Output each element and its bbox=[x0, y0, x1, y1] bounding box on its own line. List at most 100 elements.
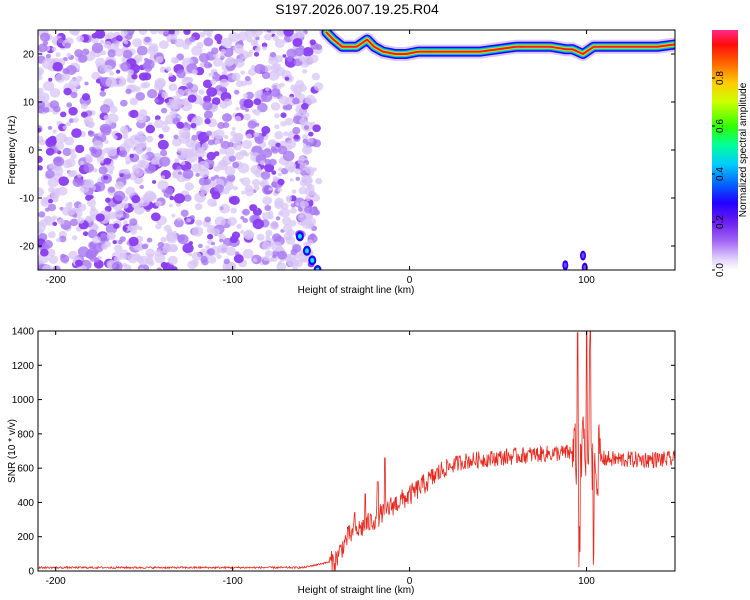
noise-speckle bbox=[272, 148, 279, 154]
noise-speckle bbox=[243, 113, 251, 121]
noise-speckle bbox=[265, 87, 270, 92]
noise-speckle bbox=[261, 126, 271, 135]
noise-speckle bbox=[272, 35, 279, 42]
noise-speckle bbox=[289, 220, 297, 227]
noise-speckle bbox=[113, 223, 120, 229]
noise-speckle bbox=[245, 91, 254, 100]
noise-speckle bbox=[190, 122, 197, 129]
noise-speckle bbox=[99, 39, 105, 45]
noise-speckle bbox=[51, 47, 57, 52]
noise-speckle bbox=[173, 134, 179, 140]
noise-speckle bbox=[283, 131, 289, 137]
noise-speckle bbox=[120, 30, 128, 37]
noise-speckle bbox=[190, 215, 195, 220]
noise-speckle bbox=[304, 148, 310, 154]
noise-speckle bbox=[57, 38, 64, 44]
noise-speckle bbox=[93, 242, 104, 253]
noise-speckle bbox=[38, 43, 48, 53]
streak-core bbox=[297, 233, 302, 239]
noise-speckle bbox=[115, 69, 121, 74]
noise-speckle bbox=[69, 218, 79, 227]
noise-speckle bbox=[95, 57, 106, 67]
noise-speckle bbox=[305, 195, 312, 202]
noise-speckle bbox=[48, 255, 59, 264]
noise-speckle bbox=[180, 161, 186, 166]
noise-speckle bbox=[138, 30, 148, 36]
noise-speckle bbox=[213, 129, 225, 140]
noise-speckle bbox=[194, 203, 203, 211]
noise-speckle bbox=[186, 218, 192, 223]
noise-speckle bbox=[119, 214, 124, 218]
noise-speckle bbox=[122, 262, 128, 268]
noise-speckle bbox=[255, 47, 261, 53]
noise-speckle bbox=[204, 110, 213, 119]
noise-speckle bbox=[100, 104, 111, 114]
noise-speckle bbox=[308, 131, 314, 137]
noise-speckle bbox=[157, 180, 169, 191]
noise-speckle bbox=[205, 245, 210, 250]
noise-speckle bbox=[229, 195, 240, 205]
noise-speckle bbox=[63, 136, 69, 142]
noise-speckle bbox=[233, 254, 244, 264]
noise-speckle bbox=[249, 49, 254, 54]
noise-speckle bbox=[286, 55, 293, 62]
noise-speckle bbox=[138, 109, 148, 117]
noise-speckle bbox=[63, 87, 72, 96]
noise-speckle bbox=[301, 103, 309, 110]
colorbar-gradient bbox=[712, 30, 738, 270]
noise-speckle bbox=[289, 178, 294, 182]
noise-speckle bbox=[52, 129, 57, 134]
noise-speckle bbox=[60, 111, 67, 118]
noise-speckle bbox=[173, 193, 185, 204]
noise-speckle bbox=[118, 78, 127, 86]
noise-speckle bbox=[271, 241, 283, 252]
noise-speckle bbox=[139, 135, 147, 142]
noise-speckle bbox=[111, 37, 117, 43]
noise-speckle bbox=[38, 211, 46, 218]
noise-speckle bbox=[182, 132, 189, 138]
noise-speckle bbox=[108, 170, 114, 175]
noise-speckle bbox=[141, 243, 149, 250]
noise-speckle bbox=[306, 184, 315, 192]
noise-speckle bbox=[64, 42, 71, 49]
snr-series-line bbox=[38, 331, 675, 571]
noise-speckle bbox=[166, 233, 178, 244]
noise-speckle bbox=[295, 176, 301, 181]
noise-speckle bbox=[253, 98, 262, 106]
noise-speckle bbox=[129, 109, 139, 119]
noise-speckle bbox=[178, 171, 182, 175]
noise-speckle bbox=[224, 147, 235, 157]
noise-speckle bbox=[277, 172, 282, 177]
noise-speckle bbox=[129, 153, 134, 158]
noise-speckle bbox=[48, 187, 55, 193]
noise-speckle bbox=[114, 244, 123, 253]
noise-speckle bbox=[108, 211, 117, 220]
noise-speckle bbox=[223, 258, 230, 265]
noise-speckle bbox=[97, 156, 105, 164]
noise-speckle bbox=[160, 261, 168, 269]
y-tick-label: 1000 bbox=[12, 395, 35, 406]
noise-speckle bbox=[119, 173, 124, 178]
noise-speckle bbox=[252, 218, 264, 230]
noise-speckle bbox=[211, 191, 221, 200]
noise-speckle bbox=[191, 134, 198, 141]
noise-speckle bbox=[47, 177, 59, 188]
noise-speckle bbox=[292, 244, 302, 253]
noise-speckle bbox=[204, 61, 212, 69]
noise-speckle bbox=[70, 91, 78, 99]
noise-speckle bbox=[154, 98, 160, 103]
x-tick-label: -200 bbox=[46, 576, 66, 587]
noise-speckle bbox=[112, 240, 117, 245]
noise-speckle bbox=[158, 133, 164, 139]
noise-speckle bbox=[89, 146, 96, 152]
noise-speckle bbox=[159, 40, 169, 49]
y-tick-label: 0 bbox=[28, 567, 34, 578]
noise-speckle bbox=[38, 187, 45, 197]
noise-speckle bbox=[57, 186, 68, 196]
noise-speckle bbox=[292, 266, 298, 270]
noise-speckle bbox=[222, 187, 230, 195]
noise-speckle bbox=[50, 190, 60, 200]
x-tick-label: 100 bbox=[578, 576, 595, 587]
noise-speckle bbox=[207, 233, 214, 240]
noise-speckle bbox=[123, 212, 130, 219]
